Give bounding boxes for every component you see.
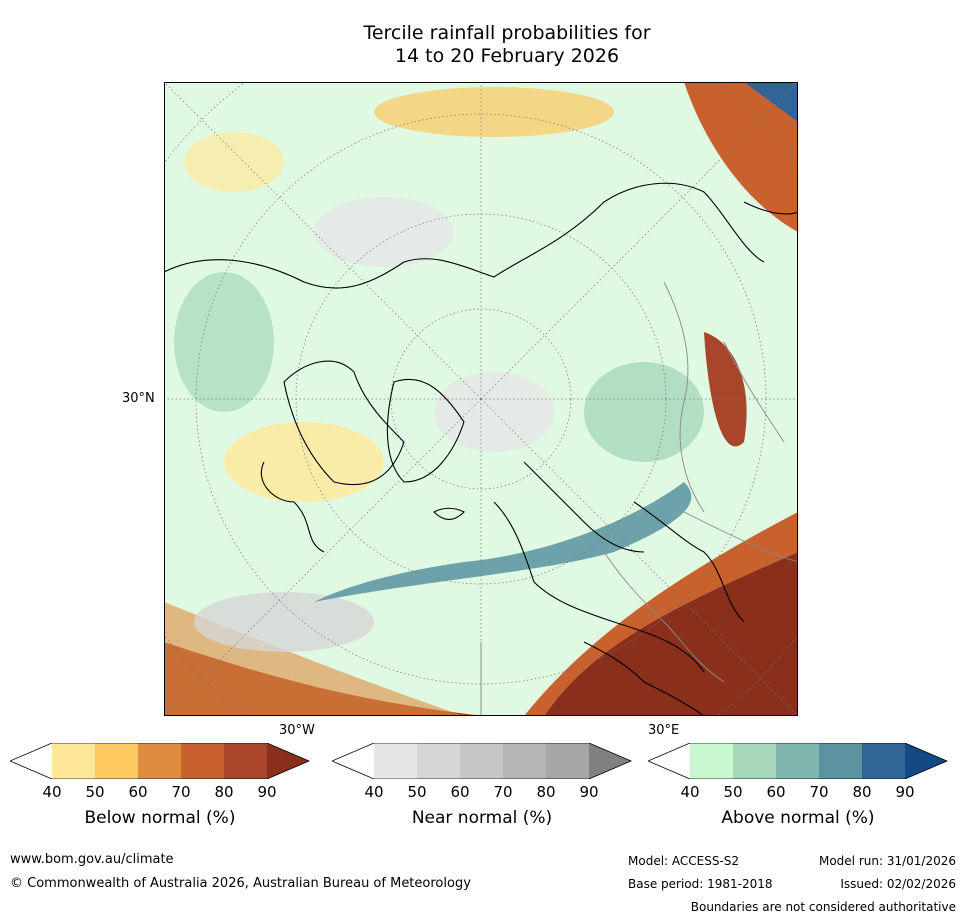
title-line-1: Tercile rainfall probabilities for xyxy=(363,22,651,44)
graticule xyxy=(164,82,798,716)
tick-label: 90 xyxy=(579,783,599,801)
tick-label: 70 xyxy=(809,783,829,801)
colorbar-below-arrow-high xyxy=(267,743,309,779)
tick-label: 90 xyxy=(257,783,277,801)
map-svg xyxy=(164,82,798,716)
tick-label: 80 xyxy=(214,783,234,801)
colorbar-near-bin-70-80 xyxy=(503,743,546,779)
colorbar-near-bin-50-60 xyxy=(417,743,460,779)
tick-label: 60 xyxy=(766,783,786,801)
grey-patch-3 xyxy=(314,197,454,267)
tick-label: 40 xyxy=(42,783,62,801)
above-normal-asia xyxy=(584,362,704,462)
tick-label: 50 xyxy=(407,783,427,801)
colorbar-above-arrow-low xyxy=(648,743,690,779)
tick-label: 90 xyxy=(895,783,915,801)
grey-patch-2 xyxy=(434,372,554,452)
tick-label: 70 xyxy=(493,783,513,801)
website-link[interactable]: www.bom.gov.au/climate xyxy=(10,852,174,867)
chart-title: Tercile rainfall probabilities for 14 to… xyxy=(0,22,965,68)
copyright-text: © Commonwealth of Australia 2026, Austra… xyxy=(10,876,471,891)
below-normal-east-pacific xyxy=(704,332,747,447)
map-frame xyxy=(164,82,798,716)
colorbar-near-normal xyxy=(332,743,632,779)
colorbar-below-bin-80-90 xyxy=(224,743,267,779)
model-text: Model: ACCESS-S2 xyxy=(628,854,740,868)
tick-label: 50 xyxy=(85,783,105,801)
above-normal-corner xyxy=(744,82,798,122)
yellow-patch-1 xyxy=(224,422,384,502)
base-period-text: Base period: 1981-2018 xyxy=(628,877,773,891)
tick-label: 50 xyxy=(723,783,743,801)
above-normal-atlantic xyxy=(314,482,692,602)
colorbar-below-normal xyxy=(10,743,310,779)
below-normal-northeast xyxy=(684,82,798,232)
tick-label: 80 xyxy=(852,783,872,801)
colorbar-near-arrow-low xyxy=(332,743,374,779)
colorbar-above-arrow-high xyxy=(905,743,947,779)
colorbar-above-outline xyxy=(648,743,948,779)
tick-label: 40 xyxy=(364,783,384,801)
disclaimer-text: Boundaries are not considered authoritat… xyxy=(690,900,956,914)
colorbar-near-bin-40-50 xyxy=(374,743,417,779)
colorbar-below-bin-40-50 xyxy=(52,743,95,779)
colorbar-above-normal xyxy=(648,743,948,779)
colorbar-below-arrow-low xyxy=(10,743,52,779)
probability-map xyxy=(164,82,798,716)
above-normal-pacific xyxy=(174,272,274,412)
colorbar-below-label: Below normal (%) xyxy=(84,808,236,828)
colorbar-below-bin-60-70 xyxy=(138,743,181,779)
colorbar-near-outline xyxy=(332,743,632,779)
colorbar-near-arrow-high xyxy=(589,743,631,779)
colorbar-above-bin-50-60 xyxy=(733,743,776,779)
colorbar-below-bin-70-80 xyxy=(181,743,224,779)
below-normal-north-africa xyxy=(544,552,798,716)
colorbar-near-bin-60-70 xyxy=(460,743,503,779)
grey-patch-1 xyxy=(194,592,374,652)
coastlines xyxy=(164,182,798,716)
issued-text: Issued: 02/02/2026 xyxy=(840,877,956,891)
country-boundaries xyxy=(480,281,798,716)
tick-label: 80 xyxy=(536,783,556,801)
colorbar-above-ticks: 40 50 60 70 80 90 xyxy=(648,783,948,801)
title-line-2: 14 to 20 February 2026 xyxy=(394,45,620,67)
tick-label: 60 xyxy=(450,783,470,801)
yellow-patch-3 xyxy=(184,132,284,192)
colorbar-below-outline xyxy=(10,743,310,779)
tick-label: 40 xyxy=(680,783,700,801)
lon-label-30w: 30°W xyxy=(279,723,315,738)
colorbar-above-bin-80-90 xyxy=(862,743,905,779)
colorbar-above-bin-60-70 xyxy=(776,743,819,779)
yellow-patch-2 xyxy=(374,87,614,137)
colorbar-below-bin-50-60 xyxy=(95,743,138,779)
tick-label: 70 xyxy=(171,783,191,801)
tick-label: 60 xyxy=(128,783,148,801)
colorbar-near-bin-80-90 xyxy=(546,743,589,779)
below-normal-pacific-band xyxy=(164,602,464,716)
colorbar-above-label: Above normal (%) xyxy=(721,808,875,828)
colorbar-near-label: Near normal (%) xyxy=(411,808,553,828)
colorbar-above-bin-40-50 xyxy=(690,743,733,779)
colorbar-above-bin-70-80 xyxy=(819,743,862,779)
colorbar-near-ticks: 40 50 60 70 80 90 xyxy=(332,783,632,801)
lon-label-30e: 30°E xyxy=(648,723,680,738)
below-normal-sahara-edge xyxy=(524,512,798,716)
lat-label-30n: 30°N xyxy=(122,391,155,406)
model-run-text: Model run: 31/01/2026 xyxy=(818,854,956,868)
colorbar-below-ticks: 40 50 60 70 80 90 xyxy=(10,783,310,801)
